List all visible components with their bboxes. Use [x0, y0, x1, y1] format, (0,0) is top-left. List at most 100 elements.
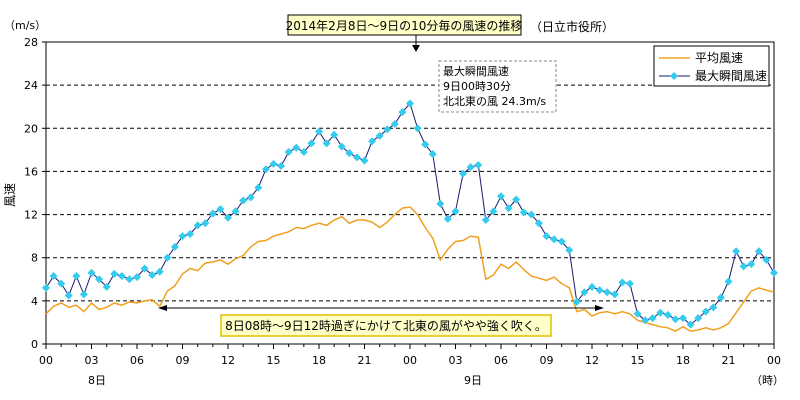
- gust-point-9: [110, 269, 119, 278]
- gust-point-33: [292, 143, 301, 152]
- x-tick-label-0: 00: [39, 354, 53, 367]
- gust-point-20: [193, 221, 202, 230]
- x-unit-label: （時）: [751, 374, 784, 387]
- gust-point-62: [512, 195, 521, 204]
- y-tick-label-12: 12: [24, 209, 38, 222]
- gust-point-57: [474, 160, 483, 169]
- note-box: 8日08時～9日12時過ぎにかけて北東の風がやや強く吹く。: [220, 314, 552, 337]
- x-tick-label-1: 03: [85, 354, 99, 367]
- gust-point-40: [345, 149, 354, 158]
- gust-point-32: [284, 148, 293, 157]
- y-unit-label: （m/s）: [4, 19, 46, 32]
- gust-point-72: [588, 282, 596, 291]
- gust-point-80: [648, 314, 657, 323]
- gust-point-96: [770, 268, 778, 277]
- y-tick-label-16: 16: [24, 165, 38, 178]
- y-tick-label-20: 20: [24, 122, 38, 135]
- x-tick-label-12: 12: [585, 354, 599, 367]
- x-tick-label-6: 18: [312, 354, 326, 367]
- gust-point-66: [542, 232, 551, 241]
- gust-point-26: [239, 196, 248, 205]
- gust-point-59: [489, 207, 498, 216]
- gust-point-8: [102, 282, 111, 291]
- x-tick-label-9: 03: [449, 354, 463, 367]
- gust-point-68: [557, 237, 566, 246]
- gust-point-39: [337, 142, 346, 151]
- gust-point-82: [663, 310, 672, 319]
- gust-point-56: [466, 163, 475, 172]
- gust-point-43: [368, 137, 377, 146]
- gust-point-25: [231, 207, 240, 216]
- gust-point-91: [732, 247, 741, 256]
- gust-point-95: [762, 255, 771, 264]
- chart-title-box: 2014年2月8日～9日の10分毎の風速の推移: [286, 14, 523, 36]
- gust-point-12: [133, 273, 141, 282]
- gust-point-16: [163, 253, 172, 262]
- gust-point-58: [481, 215, 490, 224]
- y-axis-label: 風速: [3, 183, 17, 207]
- gust-point-81: [656, 308, 665, 317]
- gust-point-42: [360, 156, 369, 165]
- x-axis: 00 03 06 09 12 15 18 21 00 03 06 09 12 15 18 21 00: [39, 344, 781, 367]
- gust-point-23: [216, 205, 225, 214]
- gust-point-31: [277, 162, 286, 171]
- gust-point-53: [443, 214, 452, 223]
- gust-point-28: [254, 183, 263, 192]
- legend-label-average: 平均風速: [695, 51, 743, 65]
- y-axis: 0 4 8 12 16 20 24 28: [24, 36, 46, 351]
- gust-point-17: [170, 242, 179, 251]
- gust-point-71: [580, 288, 589, 297]
- gust-point-76: [618, 278, 627, 287]
- gust-point-37: [322, 139, 331, 148]
- gust-point-44: [375, 131, 384, 140]
- gust-point-77: [625, 279, 634, 288]
- y-tick-label-24: 24: [24, 79, 38, 92]
- gust-point-50: [421, 140, 430, 149]
- x-tick-label-14: 18: [676, 354, 690, 367]
- y-tick-label-0: 0: [31, 338, 38, 351]
- gust-point-6: [87, 268, 96, 277]
- x-tick-label-11: 09: [540, 354, 554, 367]
- gust-point-52: [436, 199, 445, 208]
- y-tick-label-28: 28: [24, 36, 38, 49]
- gust-point-69: [565, 246, 574, 255]
- x-tick-label-3: 09: [176, 354, 190, 367]
- gust-point-49: [413, 124, 422, 133]
- gust-point-38: [330, 130, 339, 139]
- series-layer: [42, 99, 778, 332]
- chart-title: 2014年2月8日～9日の10分毎の風速の推移: [286, 18, 523, 33]
- gust-point-4: [72, 272, 81, 281]
- gust-point-73: [595, 286, 604, 295]
- x-tick-label-10: 06: [494, 354, 508, 367]
- duration-arrow: [158, 305, 604, 311]
- gust-point-36: [315, 127, 323, 136]
- gust-point-3: [64, 291, 73, 300]
- peak-annotation-line-3: 北北東の風 24.3m/s: [443, 95, 546, 108]
- gust-point-47: [398, 108, 407, 117]
- gust-point-85: [686, 320, 695, 329]
- gust-point-30: [269, 159, 278, 168]
- gust-point-92: [739, 262, 748, 271]
- x-tick-label-16: 00: [767, 354, 781, 367]
- legend-label-gust: 最大瞬間風速: [695, 69, 767, 83]
- gust-point-27: [246, 193, 255, 202]
- gust-point-94: [754, 247, 763, 256]
- gust-point-54: [451, 207, 460, 216]
- x-tick-label-5: 15: [267, 354, 281, 367]
- gust-point-48: [406, 99, 414, 108]
- x-tick-label-7: 21: [358, 354, 372, 367]
- gust-point-88: [709, 303, 718, 312]
- peak-annotation-line-2: 9日00時30分: [443, 80, 511, 93]
- gust-point-5: [79, 290, 88, 299]
- gust-point-65: [534, 219, 543, 228]
- gust-point-63: [519, 208, 528, 217]
- gust-point-21: [201, 219, 210, 228]
- x-tick-label-8: 00: [403, 354, 417, 367]
- gust-point-70: [572, 297, 581, 306]
- gust-point-51: [428, 150, 437, 159]
- series-line-average: [45, 206, 775, 332]
- legend: 平均風速 最大瞬間風速: [653, 45, 770, 87]
- day-label-8: 8日: [88, 374, 106, 387]
- gust-point-75: [610, 290, 619, 299]
- note-text: 8日08時～9日12時過ぎにかけて北東の風がやや強く吹く。: [225, 318, 547, 333]
